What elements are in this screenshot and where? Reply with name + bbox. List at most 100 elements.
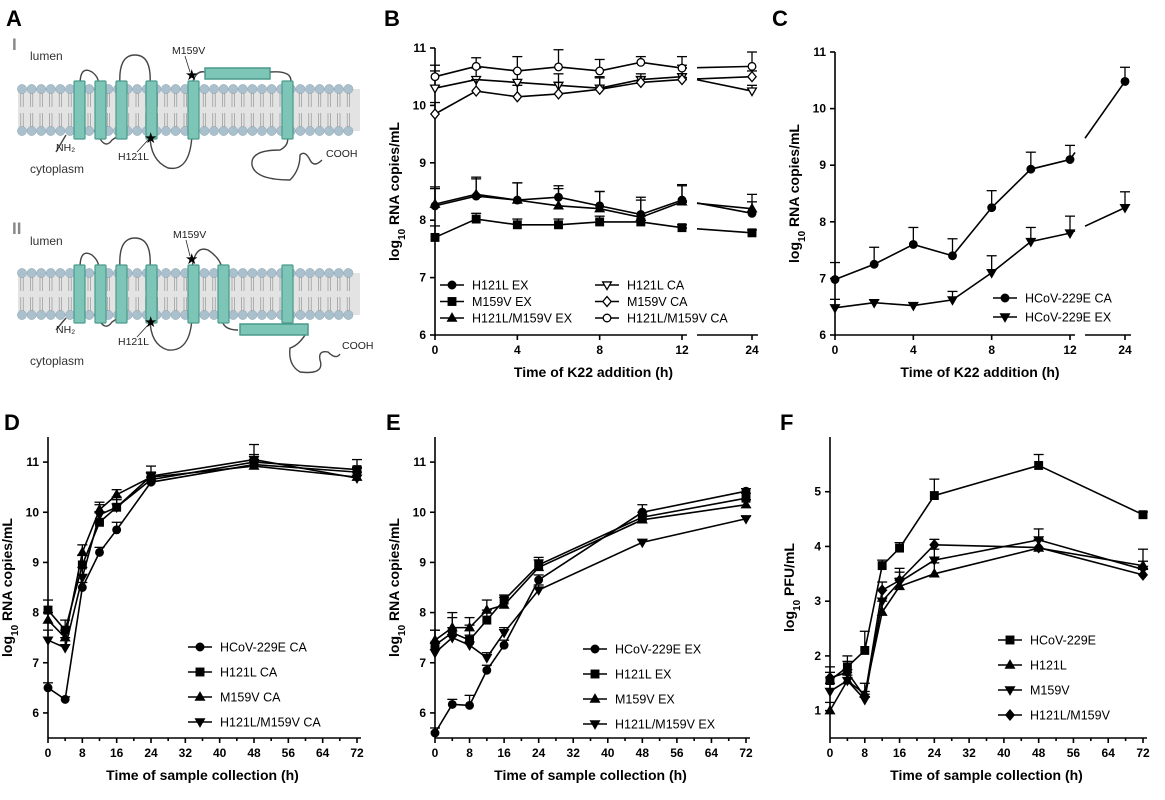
data-point-circle bbox=[482, 665, 492, 675]
x-axis-title: Time of sample collection (h) bbox=[890, 767, 1083, 783]
cytoplasm-label-1: cytoplasm bbox=[30, 162, 84, 176]
lipid-head bbox=[247, 268, 258, 278]
lipid-tail bbox=[87, 93, 91, 127]
lipid-head bbox=[266, 310, 277, 320]
transmembrane-helix bbox=[281, 80, 294, 140]
x-tick-label: 40 bbox=[997, 746, 1011, 760]
h121l-label-1: H121L bbox=[118, 151, 149, 163]
series-hcov-229e-ca bbox=[43, 458, 362, 704]
lipid-head bbox=[55, 84, 66, 94]
lipid-tail bbox=[202, 93, 206, 127]
legend-label: H121L CA bbox=[220, 666, 278, 680]
data-point-diamond bbox=[877, 584, 888, 597]
data-point-triangle-down bbox=[533, 586, 545, 596]
series-h121l-m159v-ca bbox=[430, 49, 757, 82]
series-hcov-229e-ex bbox=[430, 486, 751, 738]
data-point-triangle-down bbox=[194, 718, 206, 728]
m159v-label-2: M159V bbox=[173, 229, 206, 241]
data-point-triangle-down bbox=[1025, 237, 1037, 248]
panel-label-e: E bbox=[386, 410, 401, 435]
cytoplasm-label-2: cytoplasm bbox=[30, 354, 84, 368]
y-tick-label: 4 bbox=[814, 539, 821, 553]
lipid-head bbox=[343, 310, 354, 320]
series-line bbox=[434, 490, 747, 734]
y-tick-label: 9 bbox=[419, 555, 426, 569]
y-axis-title: log10 RNA copies/mL bbox=[0, 518, 21, 657]
lipid-head bbox=[333, 126, 344, 136]
roman-label-2: II bbox=[12, 219, 21, 238]
data-point-triangle bbox=[594, 202, 606, 213]
legend: HCoV-229E EX H121L EX M159V EX H121L/M159V … bbox=[583, 643, 716, 732]
data-point-circle bbox=[908, 239, 918, 249]
y-tick-label: 8 bbox=[419, 606, 426, 620]
series-h121l-m159v-ex bbox=[429, 515, 752, 664]
chart-panel-b: 6 7 8 9 10 11 0 4 8 12 24 Time of K22 addition (h) l… bbox=[386, 41, 759, 380]
data-point-circle bbox=[1065, 155, 1075, 164]
y-axis-title: log10 RNA copies/mL bbox=[786, 124, 808, 263]
data-point-square bbox=[430, 232, 440, 242]
data-point-triangle-down bbox=[999, 313, 1011, 323]
lipid-head bbox=[17, 310, 27, 320]
x-tick-label: 8 bbox=[79, 746, 86, 760]
x-tick-label: 24 bbox=[745, 343, 759, 357]
lipid-head bbox=[132, 268, 143, 278]
panel-label-b: B bbox=[384, 6, 400, 31]
lipid-head bbox=[343, 268, 354, 278]
data-point-circle bbox=[1026, 164, 1036, 174]
lipid-head bbox=[218, 126, 229, 136]
lipid-head bbox=[295, 84, 306, 94]
data-point-diamond bbox=[1033, 541, 1044, 554]
data-point-triangle-down bbox=[928, 556, 940, 566]
y-tick-label: 8 bbox=[32, 606, 39, 620]
y-tick-label: 6 bbox=[419, 706, 426, 720]
data-point-triangle-down bbox=[59, 644, 71, 654]
series-hcov-229e-ex bbox=[829, 191, 1131, 314]
data-point-circle bbox=[471, 61, 481, 71]
lipid-tail bbox=[68, 277, 72, 311]
lipid-tail bbox=[58, 277, 62, 311]
x-axis-title: Time of K22 addition (h) bbox=[900, 364, 1059, 380]
lipid-head bbox=[26, 268, 37, 278]
x-tick-label: 24 bbox=[928, 746, 942, 760]
data-point-triangle-down bbox=[248, 455, 260, 466]
lipid-head bbox=[17, 84, 27, 94]
lipid-tail bbox=[164, 93, 168, 127]
x-tick-label: 48 bbox=[247, 746, 261, 760]
y-tick-label: 6 bbox=[419, 328, 426, 342]
h121l-label-2: H121L bbox=[118, 336, 149, 348]
lipid-tail bbox=[164, 277, 168, 311]
lipid-head bbox=[65, 84, 75, 94]
lipid-head bbox=[314, 268, 325, 278]
lipid-head bbox=[247, 126, 258, 136]
nh2-label-1: NH₂ bbox=[56, 142, 75, 154]
y-tick-label: 2 bbox=[814, 649, 821, 663]
lipid-head bbox=[26, 126, 37, 136]
data-point-triangle-down bbox=[824, 687, 836, 698]
data-point-triangle bbox=[446, 312, 458, 322]
lipid-head bbox=[228, 310, 239, 320]
series-line bbox=[47, 465, 358, 640]
lipid-head bbox=[218, 84, 229, 94]
data-point-diamond bbox=[859, 691, 870, 703]
series-line bbox=[434, 497, 747, 646]
y-tick-label: 3 bbox=[814, 594, 821, 608]
data-point-triangle-down bbox=[1064, 229, 1076, 239]
membrane-topology-diagram-1: I lumen cytoplasm NH₂ COOH M159V H121L ★… bbox=[12, 35, 360, 181]
y-axis-title: log10 RNA copies/mL bbox=[386, 518, 408, 657]
series-line bbox=[834, 158, 1071, 281]
series-h121l-m159v-ca bbox=[42, 443, 363, 654]
y-tick-label: 8 bbox=[419, 213, 426, 227]
lipid-head bbox=[161, 126, 171, 136]
series-m159v bbox=[824, 528, 1149, 706]
lipid-head bbox=[343, 84, 354, 94]
data-point-triangle-down bbox=[986, 269, 998, 279]
lipid-head bbox=[295, 126, 306, 136]
y-tick-label: 10 bbox=[413, 98, 427, 112]
x-tick-label: 32 bbox=[962, 746, 976, 760]
data-point-square bbox=[929, 491, 939, 501]
lipid-tail bbox=[49, 93, 53, 127]
data-point-triangle bbox=[1004, 659, 1016, 669]
data-point-triangle bbox=[740, 498, 752, 509]
lipid-tail bbox=[270, 93, 274, 127]
